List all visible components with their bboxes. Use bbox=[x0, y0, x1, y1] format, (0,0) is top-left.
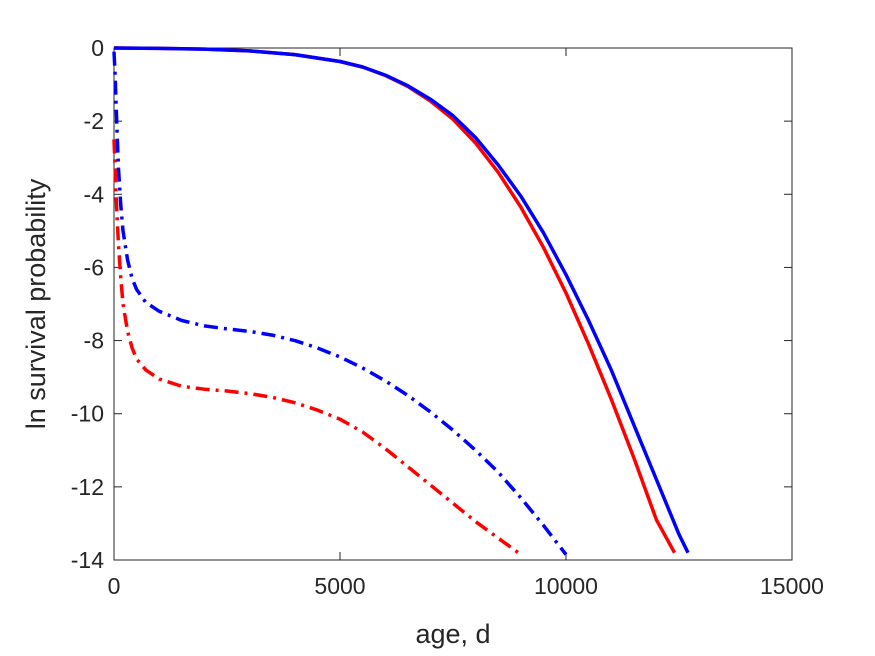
x-tick-label: 0 bbox=[108, 573, 121, 599]
x-axis-ticks: 0 5000 10000 15000 bbox=[108, 48, 824, 599]
y-tick-label: -4 bbox=[84, 181, 105, 207]
dashdot-series-line-3 bbox=[112, 51, 568, 556]
x-tick-label: 10000 bbox=[534, 573, 598, 599]
series-layer bbox=[112, 46, 690, 556]
plot-area bbox=[113, 47, 793, 561]
y-tick-label: -12 bbox=[71, 474, 104, 500]
y-tick-label: -6 bbox=[84, 254, 104, 280]
solid-series-line-1 bbox=[113, 46, 690, 554]
y-tick-label: -2 bbox=[84, 108, 104, 134]
y-tick-label: -14 bbox=[71, 547, 104, 573]
x-tick-label: 5000 bbox=[314, 573, 365, 599]
y-tick-label: -10 bbox=[71, 401, 104, 427]
x-axis-label: age, d bbox=[415, 619, 490, 649]
y-tick-label: 0 bbox=[91, 35, 104, 61]
y-axis-label: ln survival probability bbox=[21, 178, 51, 429]
y-tick-label: -8 bbox=[84, 328, 104, 354]
x-tick-label: 15000 bbox=[760, 573, 824, 599]
dashdot-series-line-2 bbox=[112, 139, 522, 556]
